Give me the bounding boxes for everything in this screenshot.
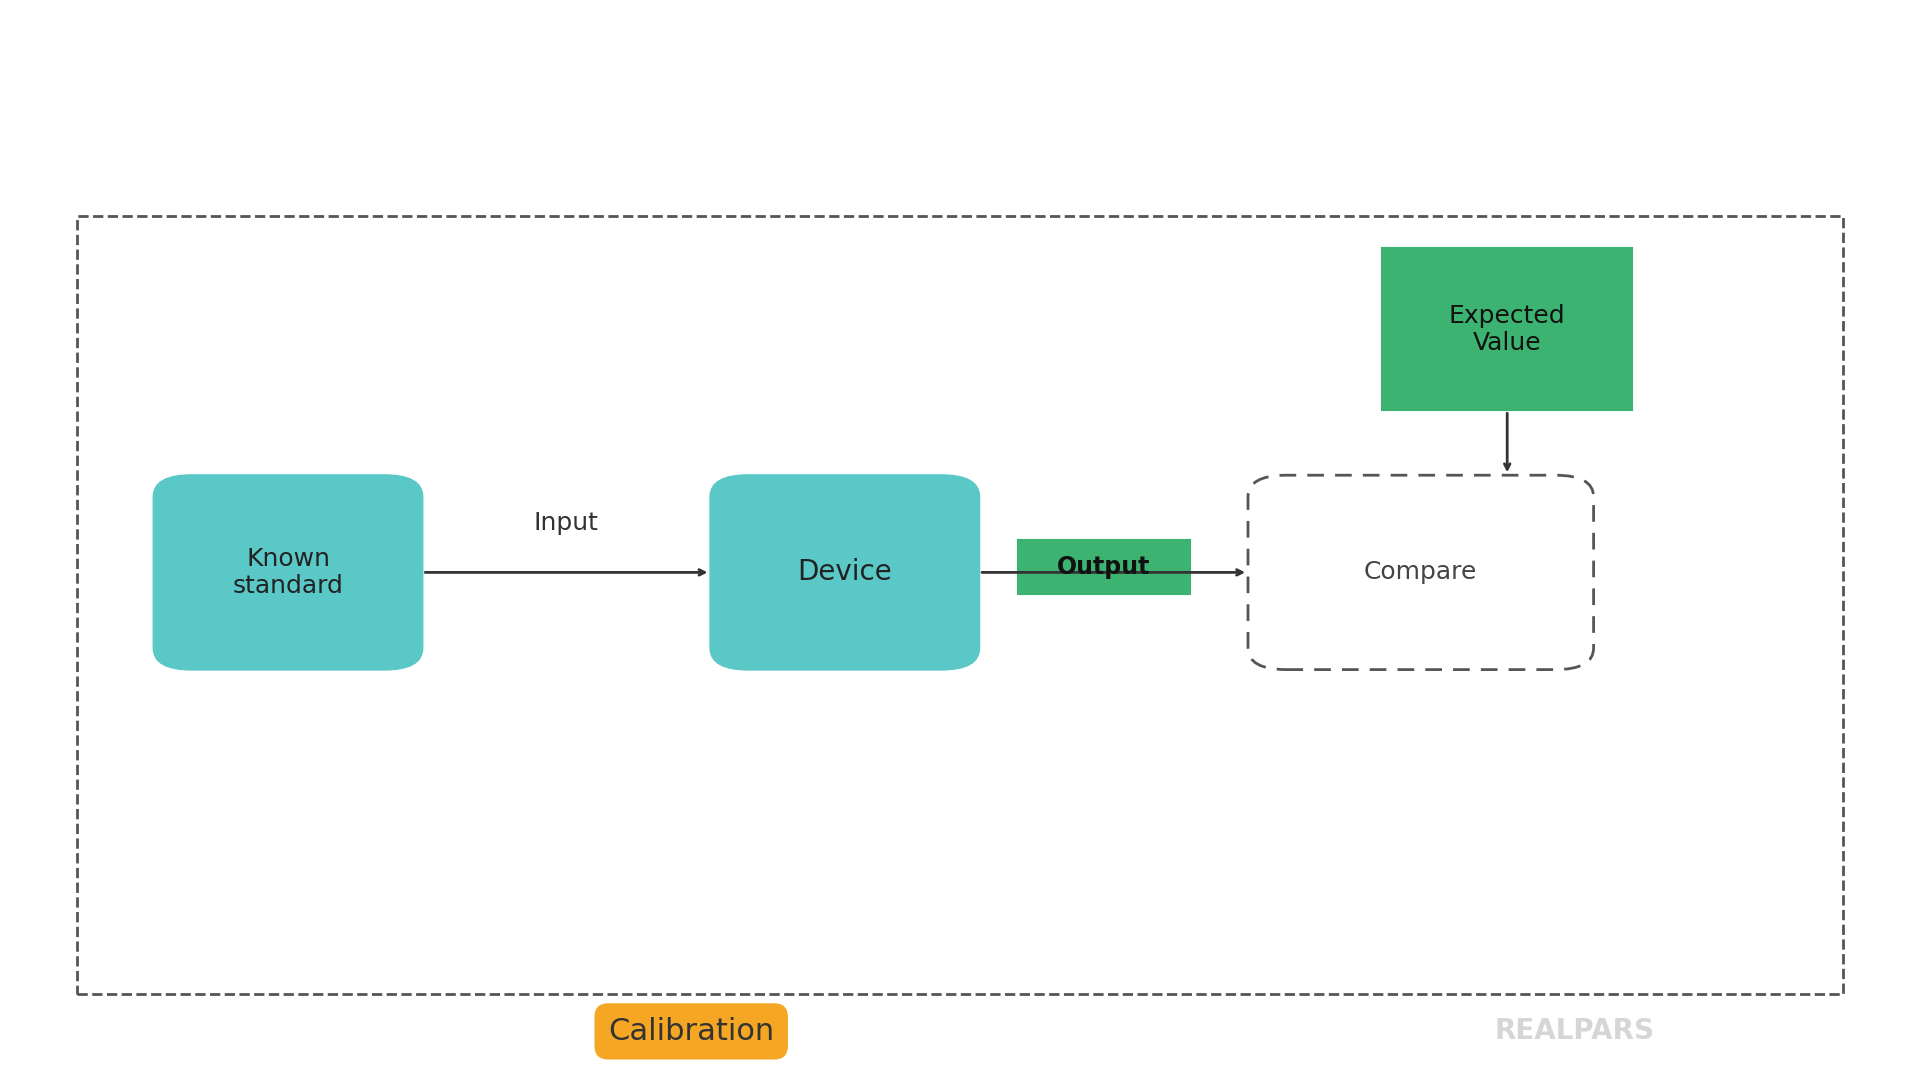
Text: REALPARS: REALPARS bbox=[1494, 1017, 1655, 1045]
Text: Device: Device bbox=[797, 558, 893, 586]
FancyBboxPatch shape bbox=[710, 475, 979, 670]
Text: Compare: Compare bbox=[1363, 561, 1478, 584]
FancyBboxPatch shape bbox=[154, 475, 422, 670]
Text: Expected
Value: Expected Value bbox=[1450, 303, 1565, 355]
Text: Input: Input bbox=[534, 511, 599, 535]
Text: Known
standard: Known standard bbox=[232, 546, 344, 598]
FancyBboxPatch shape bbox=[1018, 540, 1190, 594]
Text: Calibration: Calibration bbox=[609, 1017, 774, 1045]
FancyBboxPatch shape bbox=[1248, 475, 1594, 670]
FancyBboxPatch shape bbox=[1382, 248, 1632, 410]
Text: Output: Output bbox=[1058, 555, 1150, 579]
